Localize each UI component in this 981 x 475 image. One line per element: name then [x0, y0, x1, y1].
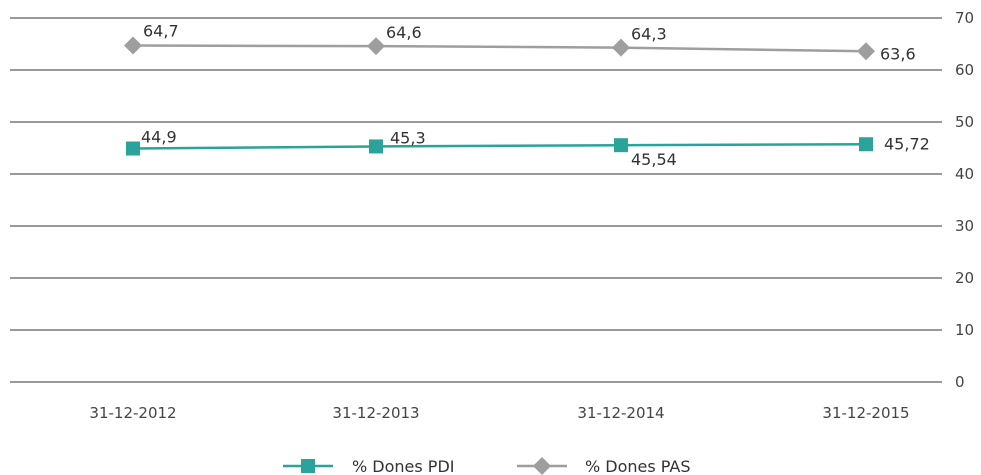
marker-pdi-1 [369, 139, 383, 154]
y-tick-label-0: 0 [955, 373, 965, 391]
data-label-pas-1: 64,6 [386, 23, 422, 42]
x-tick-label-31-12-2013: 31-12-2013 [332, 404, 419, 422]
y-axis-ticks: 0 10 20 30 40 50 60 70 [955, 9, 974, 391]
data-label-pdi-0: 44,9 [141, 128, 177, 147]
data-label-pdi-3: 45,72 [884, 134, 930, 153]
marker-pas-3 [857, 42, 875, 61]
x-tick-label-31-12-2014: 31-12-2014 [577, 404, 664, 422]
x-tick-label-31-12-2012: 31-12-2012 [89, 404, 176, 422]
legend-marker-pdi [301, 459, 315, 473]
x-axis-ticks: 31-12-2012 31-12-2013 31-12-2014 31-12-2015 [89, 404, 909, 422]
marker-pas-0 [124, 36, 142, 55]
y-tick-label-10: 10 [955, 321, 974, 339]
marker-pdi-2 [614, 138, 628, 153]
y-tick-label-20: 20 [955, 269, 974, 287]
legend-label-pdi: % Dones PDI [352, 457, 455, 475]
series-line-pdi [132, 143, 867, 150]
series-layer [124, 36, 875, 156]
y-tick-label-50: 50 [955, 113, 974, 131]
marker-pas-2 [612, 38, 630, 57]
marker-pas-1 [367, 37, 385, 56]
legend-label-pas: % Dones PAS [585, 457, 691, 475]
x-tick-label-31-12-2015: 31-12-2015 [822, 404, 909, 422]
y-tick-label-60: 60 [955, 61, 974, 79]
data-label-pdi-2: 45,54 [631, 150, 677, 169]
data-label-pas-0: 64,7 [143, 22, 179, 41]
y-tick-label-40: 40 [955, 165, 974, 183]
y-tick-label-30: 30 [955, 217, 974, 235]
marker-pdi-0 [126, 141, 140, 156]
legend-marker-pas [533, 457, 551, 475]
data-labels: 44,9 45,3 45,54 45,72 64,7 64,6 64,3 63,6 [141, 22, 930, 170]
data-label-pdi-1: 45,3 [390, 128, 426, 147]
data-label-pas-2: 64,3 [631, 25, 667, 44]
data-label-pas-3: 63,6 [880, 44, 916, 63]
series-line-pas [132, 44, 867, 53]
y-tick-label-70: 70 [955, 9, 974, 27]
gridlines [10, 17, 942, 383]
marker-pdi-3 [859, 137, 873, 152]
legend: % Dones PDI % Dones PAS [283, 457, 691, 475]
